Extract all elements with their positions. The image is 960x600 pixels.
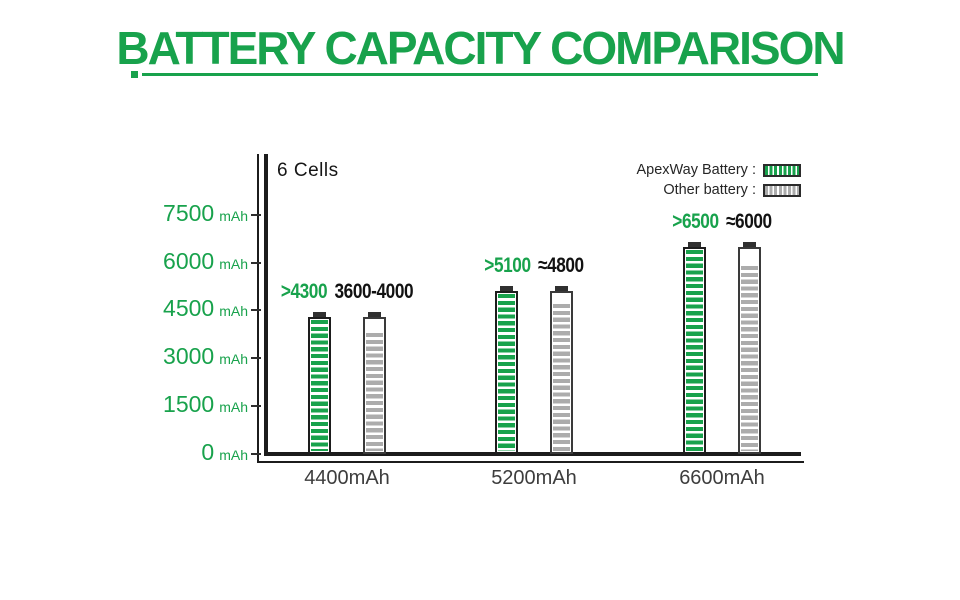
battery-cap	[555, 286, 568, 291]
battery-bar-apexway	[683, 242, 706, 454]
battery-shell	[683, 247, 706, 454]
y-axis-tick	[251, 309, 261, 311]
battery-fill	[366, 333, 383, 451]
legend-label-other: Other battery :	[663, 182, 756, 198]
y-axis-unit: mAh	[219, 399, 248, 415]
battery-cap	[368, 312, 381, 317]
y-axis-tick	[251, 357, 261, 359]
y-axis-tick	[251, 214, 261, 216]
battery-bar-apexway	[308, 312, 331, 454]
battery-cap	[313, 312, 326, 317]
bar-annotation: >4300 3600-4000	[280, 280, 414, 303]
legend-item-apexway: ApexWay Battery :	[636, 162, 801, 178]
battery-bar-other	[550, 286, 573, 454]
legend-item-other: Other battery :	[663, 182, 801, 198]
y-axis-value: 4500	[163, 295, 215, 321]
y-axis-unit: mAh	[219, 208, 248, 224]
y-axis-unit: mAh	[219, 303, 248, 319]
y-axis-label: 7500 mAh	[163, 202, 248, 228]
y-axis-value: 6000	[163, 248, 215, 274]
y-axis-value: 0	[201, 439, 215, 465]
category-label: 6600mAh	[679, 467, 765, 489]
y-axis-tick	[251, 453, 261, 455]
battery-fill	[741, 266, 758, 451]
x-axis-outer-line	[257, 461, 804, 463]
battery-fill	[553, 304, 570, 451]
annotation-apexway-value: >4300	[280, 280, 328, 303]
cells-count-label: 6 Cells	[277, 160, 339, 181]
y-axis-tick	[251, 262, 261, 264]
battery-fill	[686, 250, 703, 451]
other-battery-swatch-icon	[763, 183, 801, 197]
battery-cap	[743, 242, 756, 247]
category-label: 5200mAh	[491, 467, 577, 489]
page-title: BATTERY CAPACITY COMPARISON	[116, 22, 845, 74]
y-axis-unit: mAh	[219, 351, 248, 367]
y-axis-label: 0 mAh	[201, 441, 248, 467]
y-axis-label: 1500 mAh	[163, 393, 248, 419]
battery-cap	[500, 286, 513, 291]
battery-fill	[498, 294, 515, 451]
battery-shell	[495, 291, 518, 454]
annotation-other-value: ≈6000	[725, 210, 772, 233]
battery-fill	[311, 320, 328, 451]
battery-shell	[738, 247, 761, 454]
annotation-apexway-value: >5100	[484, 254, 531, 277]
battery-bar-other	[738, 242, 761, 454]
legend-label-apexway: ApexWay Battery :	[636, 162, 756, 178]
title-underline	[142, 73, 818, 76]
annotation-other-value: ≈4800	[537, 254, 584, 277]
y-axis-unit: mAh	[219, 447, 248, 463]
battery-cap	[688, 242, 701, 247]
bar-annotation: >6500 ≈6000	[672, 210, 772, 233]
y-axis-label: 3000 mAh	[163, 345, 248, 371]
x-axis-line	[264, 452, 801, 456]
y-axis-line	[264, 154, 268, 454]
y-axis-label: 6000 mAh	[163, 250, 248, 276]
bar-annotation: >5100 ≈4800	[484, 254, 584, 277]
battery-bar-apexway	[495, 286, 518, 454]
y-axis-outer-line	[257, 154, 259, 463]
apexway-battery-swatch-icon	[763, 163, 801, 177]
battery-shell	[550, 291, 573, 454]
y-axis-value: 7500	[163, 200, 215, 226]
y-axis-value: 3000	[163, 343, 215, 369]
battery-shell	[363, 317, 386, 454]
y-axis-tick	[251, 405, 261, 407]
annotation-apexway-value: >6500	[672, 210, 719, 233]
y-axis-unit: mAh	[219, 256, 248, 272]
y-axis-value: 1500	[163, 391, 215, 417]
annotation-other-value: 3600-4000	[334, 280, 414, 303]
category-label: 4400mAh	[304, 467, 390, 489]
battery-bar-other	[363, 312, 386, 454]
title-underline-dot	[131, 71, 138, 78]
y-axis-label: 4500 mAh	[163, 297, 248, 323]
battery-shell	[308, 317, 331, 454]
